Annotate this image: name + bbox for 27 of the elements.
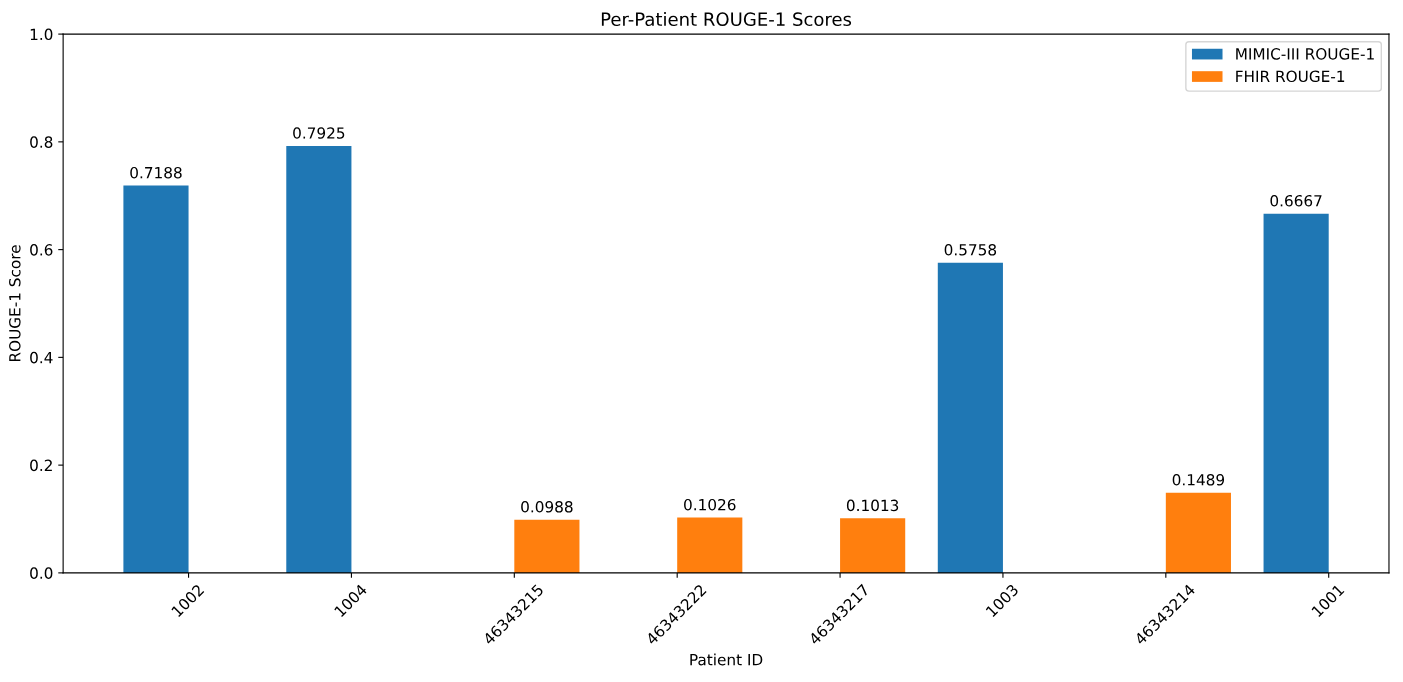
y-tick-label: 0.8 <box>30 136 53 148</box>
chart-title: Per-Patient ROUGE-1 Scores <box>601 12 852 27</box>
y-tick-label: 0.6 <box>30 244 53 256</box>
data-label: 0.5758 <box>944 243 997 256</box>
y-tick-label: 0.2 <box>30 459 52 472</box>
legend-label: FHIR ROUGE-1 <box>1236 70 1345 83</box>
bar <box>514 519 580 573</box>
x-axis-title: Patient ID <box>690 653 763 666</box>
bar <box>937 262 1003 573</box>
bar <box>1165 492 1231 573</box>
bar <box>123 185 189 573</box>
data-label: 0.1013 <box>846 499 899 512</box>
data-label: 0.1489 <box>1172 473 1225 486</box>
legend-label: MIMIC-III ROUGE-1 <box>1236 48 1374 60</box>
bar <box>1263 213 1329 573</box>
data-label: 0.1026 <box>684 498 736 511</box>
bar <box>677 517 743 573</box>
y-tick-label: 1.0 <box>30 28 53 41</box>
data-label: 0.7188 <box>130 166 182 179</box>
data-label: 0.0988 <box>521 500 573 513</box>
data-label: 0.7925 <box>293 127 345 139</box>
y-tick-label: 0.4 <box>30 351 53 364</box>
data-label: 0.6667 <box>1270 194 1322 207</box>
bar <box>286 145 352 573</box>
bar <box>840 518 906 573</box>
y-tick-label: 0.0 <box>30 567 53 579</box>
y-axis-title: ROUGE-1 Score <box>9 245 21 362</box>
